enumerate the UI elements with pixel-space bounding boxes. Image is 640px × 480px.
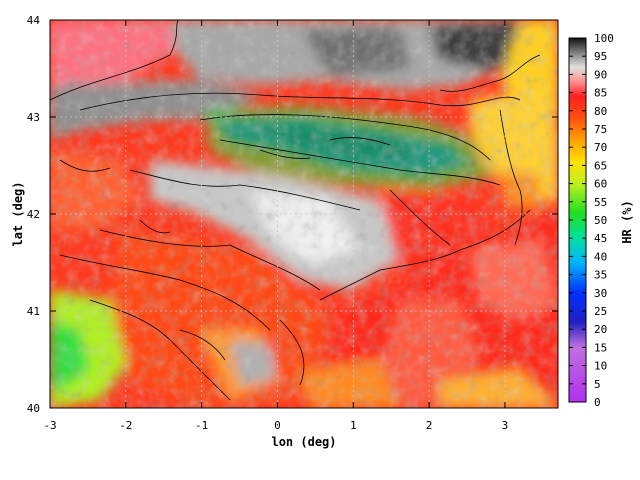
colorbar-tick-label: 95	[594, 50, 607, 63]
y-tick-label: 41	[27, 305, 40, 318]
colorbar-tick-label: 80	[594, 105, 607, 118]
x-tick-label: 2	[426, 419, 433, 432]
x-tick-label: -2	[119, 419, 132, 432]
y-tick-label: 40	[27, 402, 40, 415]
y-tick-label: 42	[27, 208, 40, 221]
colorbar-tick-label: 15	[594, 341, 607, 354]
y-axis-ticks: 40 41 42 43 44	[27, 14, 558, 415]
x-tick-label: 3	[502, 419, 509, 432]
contour-lines	[50, 20, 541, 401]
colorbar-tick-label: 70	[594, 141, 607, 154]
x-tick-label: -1	[195, 419, 208, 432]
colorbar-tick-label: 5	[594, 378, 601, 391]
colorbar-tick-label: 25	[594, 305, 607, 318]
colorbar-tick-label: 85	[594, 87, 607, 100]
colorbar-tick-label: 60	[594, 178, 607, 191]
colorbar-tick-label: 30	[594, 287, 607, 300]
y-tick-label: 43	[27, 111, 40, 124]
colorbar-tick-label: 45	[594, 232, 607, 245]
colorbar-tick-label: 50	[594, 214, 607, 227]
field-texture	[50, 20, 558, 408]
x-tick-label: -3	[43, 419, 56, 432]
colorbar-tick-label: 0	[594, 396, 601, 409]
colorbar-tick-label: 90	[594, 68, 607, 81]
colorbar-tick-label: 10	[594, 360, 607, 373]
x-tick-label: 1	[350, 419, 357, 432]
x-axis-ticks: -3 -2 -1 0 1 2 3	[43, 20, 508, 432]
x-tick-label: 0	[274, 419, 281, 432]
colorbar-ticks: 0 5 10 15 20 25 30 35 40 45 50 55 60 65 70 75 80 85 90 95 10…	[569, 32, 614, 409]
x-axis-label: lon (deg)	[271, 435, 336, 449]
colorbar-tick-label: 100	[594, 32, 614, 45]
colorbar-tick-label: 20	[594, 323, 607, 336]
humidity-field	[50, 20, 558, 408]
y-axis-label: lat (deg)	[11, 181, 25, 246]
colorbar-tick-label: 65	[594, 159, 607, 172]
colorbar-tick-label: 35	[594, 269, 607, 282]
colorbar-label: HR (%)	[620, 200, 634, 243]
y-tick-label: 44	[27, 14, 41, 27]
colorbar-tick-label: 75	[594, 123, 607, 136]
colorbar-tick-label: 55	[594, 196, 607, 209]
colorbar-tick-label: 40	[594, 250, 607, 263]
